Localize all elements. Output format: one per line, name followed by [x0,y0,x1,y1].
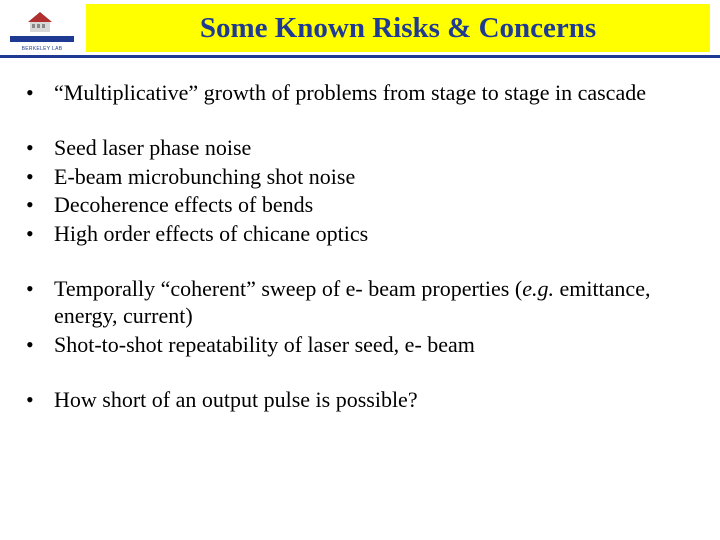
title-band: Some Known Risks & Concerns [86,4,710,52]
bullet-item: •Decoherence effects of bends [26,192,694,219]
logo-bar [10,36,74,42]
bullet-text: How short of an output pulse is possible… [54,387,694,414]
bullet-mark: • [26,221,54,248]
bullet-mark: • [26,276,54,330]
header-bar: BERKELEY LAB Some Known Risks & Concerns [0,0,720,58]
slide-body: •“Multiplicative” growth of problems fro… [0,58,720,413]
bullet-mark: • [26,192,54,219]
bullet-text: “Multiplicative” growth of problems from… [54,80,694,107]
bullet-mark: • [26,135,54,162]
bullet-item: •How short of an output pulse is possibl… [26,387,694,414]
bullet-item: •Shot-to-shot repeatability of laser see… [26,332,694,359]
slide-title: Some Known Risks & Concerns [200,12,596,45]
logo-text: BERKELEY LAB [10,46,74,52]
bullet-item: •Seed laser phase noise [26,135,694,162]
bullet-text: Seed laser phase noise [54,135,694,162]
logo-building-icon [18,10,62,34]
bullet-item: •High order effects of chicane optics [26,221,694,248]
bullet-text: E-beam microbunching shot noise [54,164,694,191]
bullet-text: Decoherence effects of bends [54,192,694,219]
bullet-mark: • [26,164,54,191]
lab-logo: BERKELEY LAB [10,6,80,52]
bullet-text: Shot-to-shot repeatability of laser seed… [54,332,694,359]
bullet-item: •“Multiplicative” growth of problems fro… [26,80,694,107]
bullet-group: •Seed laser phase noise•E-beam microbunc… [26,135,694,248]
bullet-item: •E-beam microbunching shot noise [26,164,694,191]
bullet-group: •“Multiplicative” growth of problems fro… [26,80,694,107]
bullet-text: Temporally “coherent” sweep of e- beam p… [54,276,694,330]
bullet-mark: • [26,80,54,107]
bullet-item: •Temporally “coherent” sweep of e- beam … [26,276,694,330]
bullet-text: High order effects of chicane optics [54,221,694,248]
bullet-mark: • [26,332,54,359]
bullet-group: •How short of an output pulse is possibl… [26,387,694,414]
bullet-mark: • [26,387,54,414]
bullet-group: •Temporally “coherent” sweep of e- beam … [26,276,694,358]
